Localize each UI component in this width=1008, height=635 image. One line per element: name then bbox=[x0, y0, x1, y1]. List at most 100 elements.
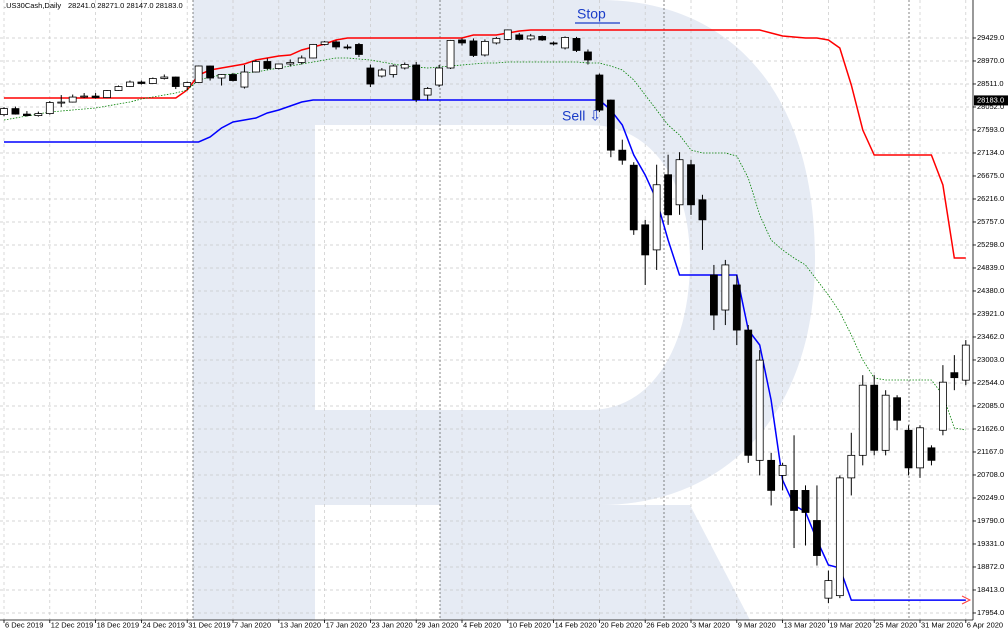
candle-body bbox=[721, 264, 730, 311]
candle-body bbox=[57, 101, 66, 104]
candle-body bbox=[755, 359, 764, 461]
x-tick-label: 20 Feb 2020 bbox=[600, 620, 642, 629]
candle-body bbox=[641, 224, 650, 256]
candle-body bbox=[744, 329, 753, 456]
candle-body bbox=[893, 397, 901, 421]
indicator-line bbox=[3, 57, 966, 431]
candle-body bbox=[561, 37, 569, 49]
annotation-sell: Sell ⇩ bbox=[562, 108, 601, 124]
watermark-leg bbox=[440, 505, 750, 620]
candle-body bbox=[160, 76, 169, 79]
x-tick-label: 31 Mar 2020 bbox=[921, 620, 963, 629]
candle-body bbox=[126, 81, 134, 87]
candle-body bbox=[469, 40, 478, 56]
x-tick-label: 31 Dec 2019 bbox=[188, 620, 231, 629]
candle-body bbox=[435, 67, 444, 86]
candle-body bbox=[538, 36, 547, 41]
candle-body bbox=[801, 490, 810, 513]
candle-body bbox=[515, 34, 524, 40]
x-tick-label: 14 Feb 2020 bbox=[555, 620, 597, 629]
candle-body bbox=[355, 44, 363, 55]
x-tick-label: 17 Jan 2020 bbox=[326, 620, 367, 629]
candle-body bbox=[961, 344, 970, 381]
y-tick-label: 22085.0 bbox=[977, 401, 1004, 410]
candle-body bbox=[572, 38, 581, 51]
candle-body bbox=[939, 381, 947, 431]
y-tick-label: 27134.0 bbox=[977, 148, 1004, 157]
candle-body bbox=[664, 174, 672, 216]
x-tick-label: 4 Feb 2020 bbox=[463, 620, 501, 629]
y-tick-label: 24380.0 bbox=[977, 286, 1004, 295]
candle-body bbox=[618, 149, 627, 161]
watermark-bowl bbox=[315, 0, 815, 505]
candle-body bbox=[217, 74, 226, 79]
watermark bbox=[193, 0, 815, 620]
candle-body bbox=[423, 88, 432, 96]
candle-body bbox=[137, 81, 146, 84]
x-tick-label: 18 Dec 2019 bbox=[97, 620, 140, 629]
y-tick-label: 20708.0 bbox=[977, 470, 1004, 479]
candle-body bbox=[68, 96, 77, 103]
candle-body bbox=[309, 44, 318, 59]
y-tick-label: 25298.0 bbox=[977, 240, 1004, 249]
candle-body bbox=[194, 65, 203, 83]
y-tick-label: 28970.0 bbox=[977, 56, 1004, 65]
candle-body bbox=[240, 71, 249, 88]
annotation-stop: Stop bbox=[577, 6, 606, 22]
x-tick-label: 6 Apr 2020 bbox=[967, 620, 1003, 629]
y-tick-label: 19790.0 bbox=[977, 516, 1004, 525]
period-separators bbox=[192, 0, 910, 620]
candle-body bbox=[503, 29, 512, 40]
candle-body bbox=[870, 384, 879, 451]
candle-body bbox=[710, 274, 718, 316]
candle-body bbox=[446, 40, 455, 69]
y-tick-label: 28511.0 bbox=[977, 79, 1004, 88]
candle-body bbox=[629, 164, 638, 231]
price-marker-label: 28183.0 bbox=[977, 95, 1004, 104]
candle-body bbox=[927, 447, 936, 461]
candle-body bbox=[0, 108, 8, 115]
candle-body bbox=[103, 90, 111, 98]
candle-body bbox=[687, 164, 695, 206]
candle-body bbox=[595, 74, 604, 111]
candle-body bbox=[778, 464, 787, 476]
candle-body bbox=[389, 65, 398, 75]
candle-body bbox=[835, 477, 844, 597]
y-tick-label: 18413.0 bbox=[977, 585, 1004, 594]
grid bbox=[0, 0, 973, 620]
candle-body bbox=[950, 372, 959, 379]
candle-body bbox=[526, 35, 535, 40]
x-tick-label: 25 Mar 2020 bbox=[875, 620, 917, 629]
candle-body bbox=[11, 108, 20, 115]
candle-body bbox=[675, 159, 684, 206]
candle-body bbox=[412, 64, 421, 100]
candle-body bbox=[881, 394, 890, 451]
candle-body bbox=[114, 86, 123, 91]
y-tick-label: 22544.0 bbox=[977, 378, 1004, 387]
candle-body bbox=[584, 51, 592, 61]
candle-body bbox=[366, 67, 375, 85]
candle-body bbox=[171, 76, 180, 87]
candle-body bbox=[549, 42, 558, 45]
y-tick-label: 21626.0 bbox=[977, 424, 1004, 433]
candle-body bbox=[916, 427, 924, 469]
candle-body bbox=[343, 46, 352, 49]
candles bbox=[0, 29, 970, 604]
price-marker bbox=[974, 95, 1008, 106]
x-tick-label: 10 Feb 2020 bbox=[509, 620, 551, 629]
y-tick-label: 26216.0 bbox=[977, 194, 1004, 203]
candle-body bbox=[45, 102, 54, 114]
candle-body bbox=[148, 78, 157, 84]
candle-body bbox=[492, 38, 501, 44]
candle-body bbox=[904, 429, 913, 469]
candle-body bbox=[824, 580, 833, 599]
candle-body bbox=[80, 95, 89, 98]
indicator-line bbox=[4, 29, 966, 259]
y-tick-label: 17954.0 bbox=[977, 608, 1004, 617]
candle-body bbox=[183, 82, 192, 87]
candle-body bbox=[274, 63, 283, 69]
